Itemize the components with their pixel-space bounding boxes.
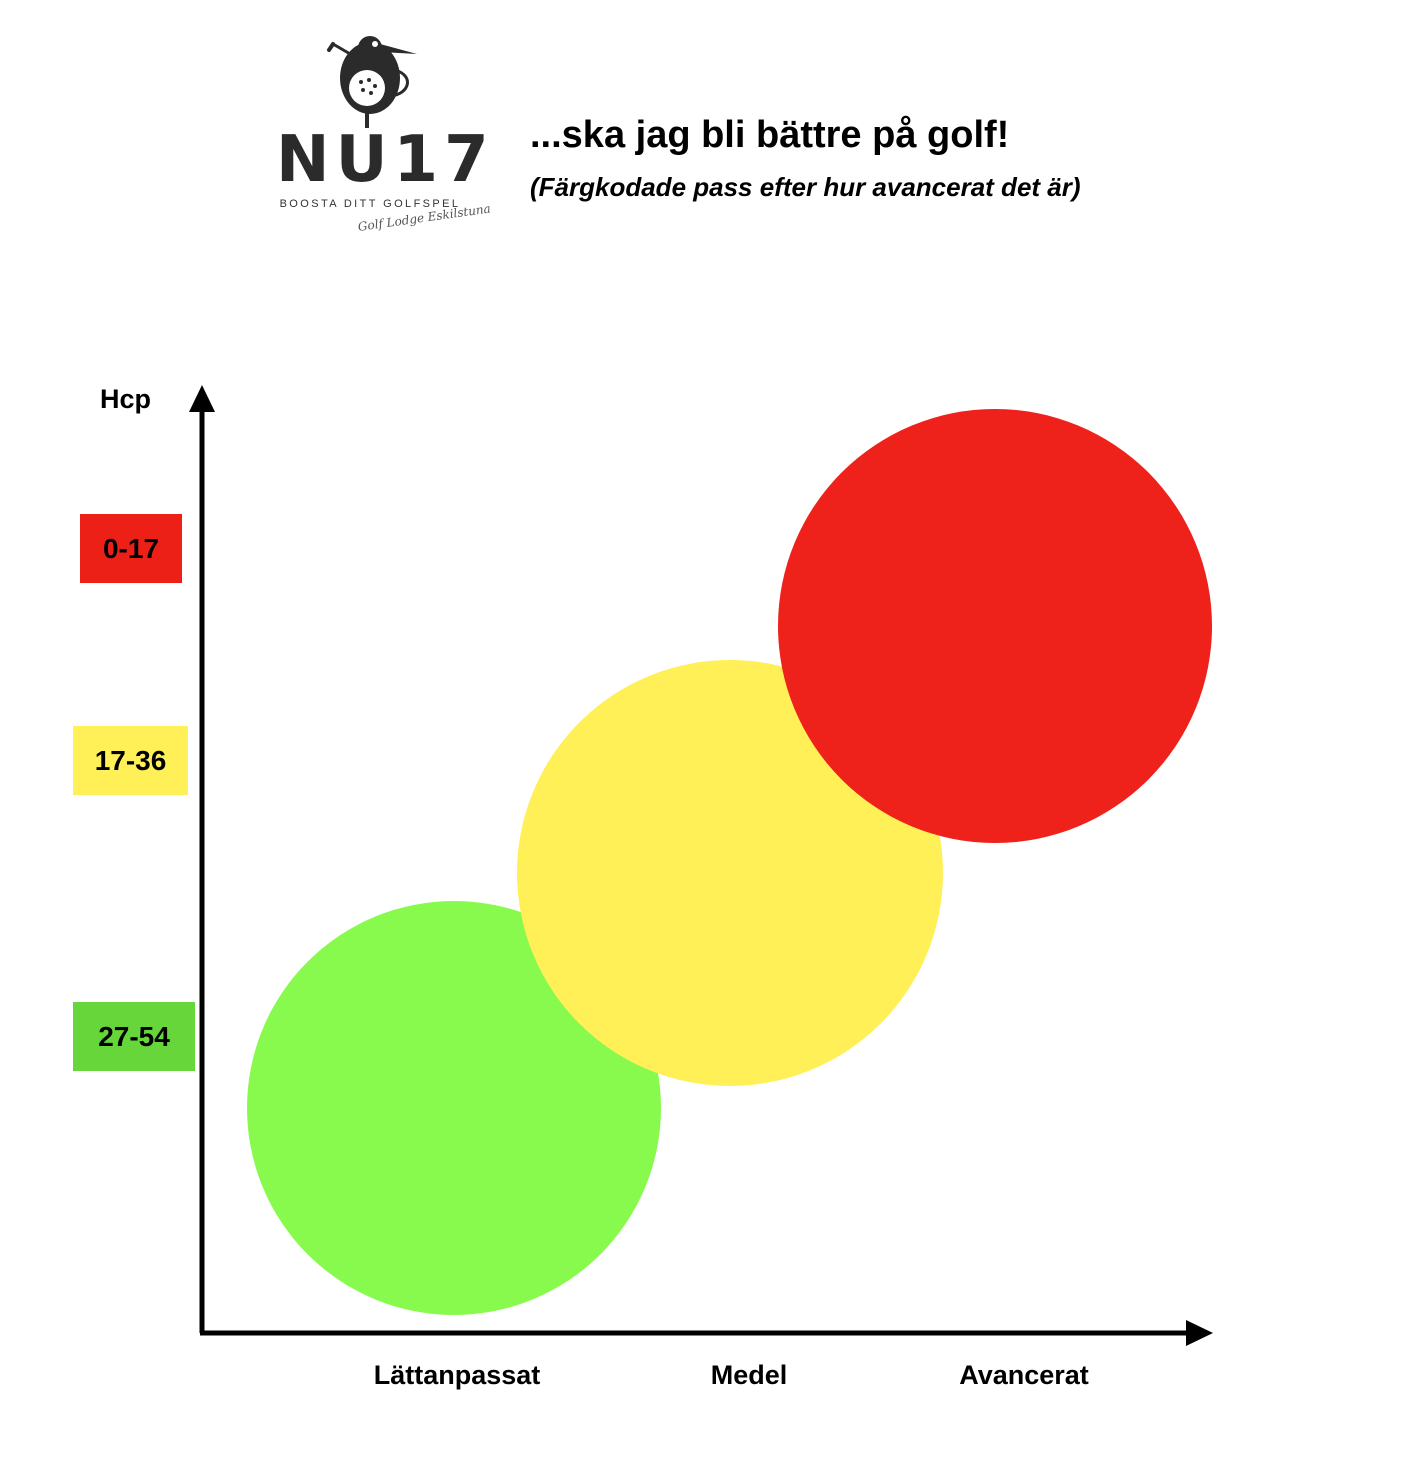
- kiwi-golf-ball-icon: [327, 36, 417, 128]
- hcp-band-17-36: 17-36: [73, 726, 188, 795]
- x-label-avancerat: Avancerat: [959, 1360, 1089, 1390]
- circle-avancerat: [778, 409, 1212, 843]
- logo-wordmark: NU17: [276, 123, 495, 197]
- circle-lattanpassat: [247, 901, 661, 1315]
- x-label-lattanpassat: Lättanpassat: [373, 1360, 541, 1390]
- hcp-band-27-54: 27-54: [73, 1002, 195, 1071]
- y-axis-label: Hcp: [100, 384, 152, 414]
- page-subtitle: (Färgkodade pass efter hur avancerat det…: [530, 172, 1081, 202]
- hcp-band-0-17: 0-17: [80, 514, 182, 583]
- page-title: ...ska jag bli bättre på golf!: [530, 114, 1010, 156]
- nu17-logo: NU17 BOOSTA DITT GOLFSPEL Golf Lodge Esk…: [270, 30, 495, 260]
- x-label-medel: Medel: [710, 1360, 788, 1390]
- y-axis-arrow: [189, 385, 215, 412]
- x-axis-arrow: [1186, 1320, 1213, 1346]
- logo-tagline: BOOSTA DITT GOLFSPEL: [279, 198, 461, 210]
